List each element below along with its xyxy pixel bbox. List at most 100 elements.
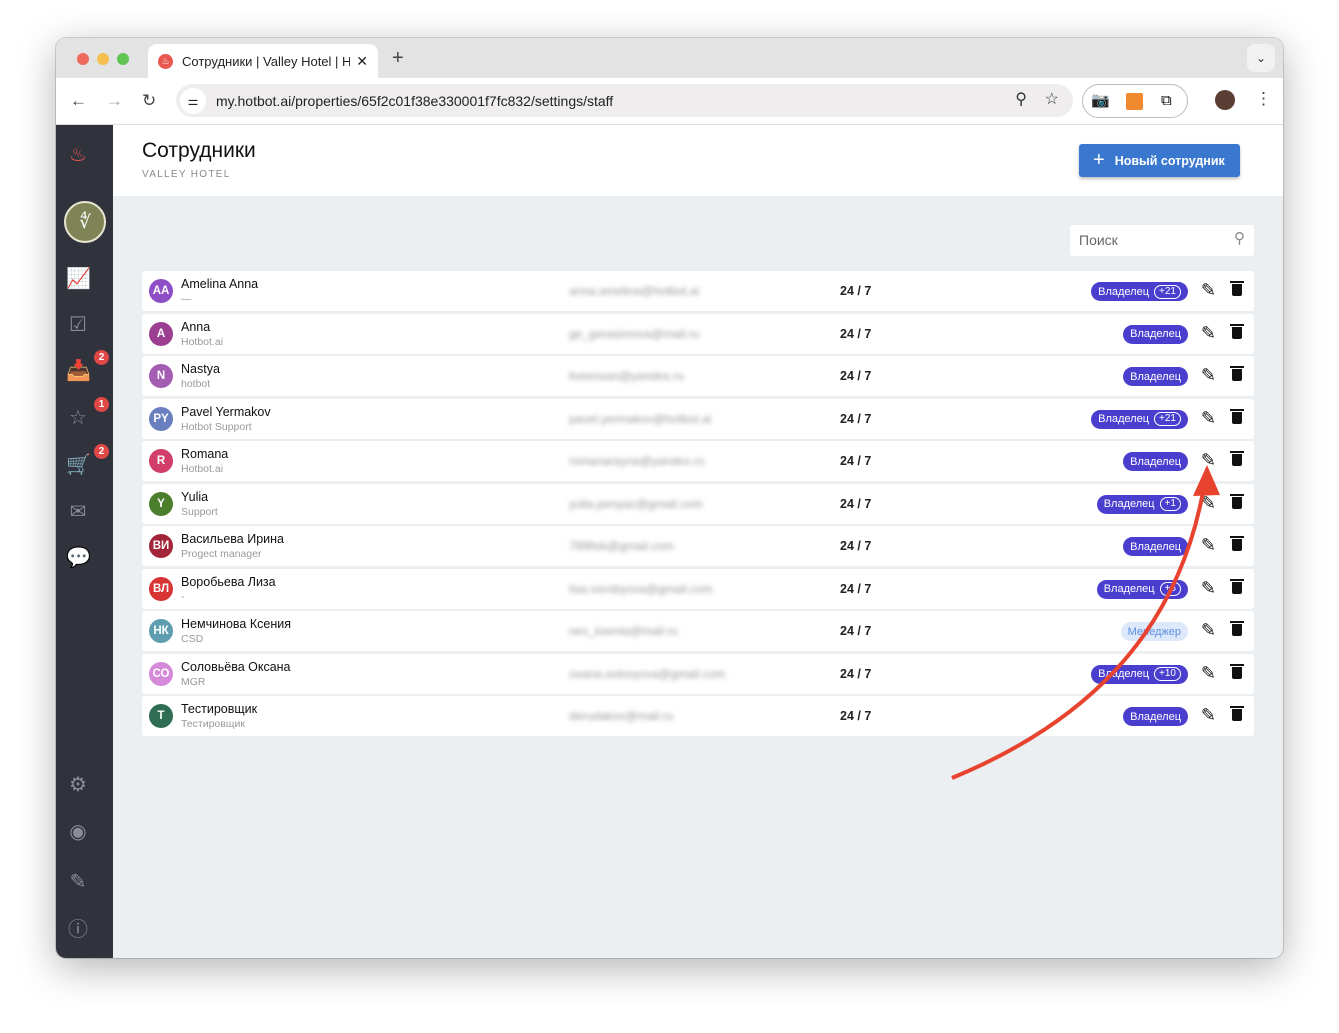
camera-extension-icon[interactable]: 📷 xyxy=(1091,92,1110,109)
staff-row[interactable]: Y Yulia Support yulia.penyaz@gmail.com 2… xyxy=(142,483,1254,524)
address-bar[interactable]: ⚌ my.hotbot.ai/properties/65f2c01f38e330… xyxy=(176,84,1073,117)
user-profile-icon[interactable]: ◉ xyxy=(69,821,87,843)
edit-pencil-icon[interactable]: ✎ xyxy=(1200,577,1216,598)
property-avatar[interactable]: ∜ xyxy=(64,201,106,243)
role-badge: Владелец +10 xyxy=(1091,664,1188,684)
role-label: Менеджер xyxy=(1127,625,1181,638)
staff-schedule: 24 / 7 xyxy=(840,666,872,681)
staff-row[interactable]: AA Amelina Anna — anna.amelina@hotbot.ai… xyxy=(142,271,1254,311)
reload-button[interactable]: ↻ xyxy=(142,91,157,110)
back-button[interactable]: ← xyxy=(70,91,87,110)
edit-pencil-icon[interactable]: ✎ xyxy=(1200,492,1216,513)
avatar: Т xyxy=(149,704,173,728)
avatar: PY xyxy=(149,406,173,431)
staff-row[interactable]: A Anna Hotbot.ai ge_gerasimova@mail.ru 2… xyxy=(142,313,1254,354)
staff-schedule: 24 / 7 xyxy=(840,326,872,341)
profile-avatar[interactable] xyxy=(1215,90,1235,110)
help-icon[interactable]: ⓘ xyxy=(68,919,88,941)
staff-email: lisa.vorobyova@gmail.com xyxy=(569,581,713,596)
edit-pencil-icon[interactable]: ✎ xyxy=(1200,407,1216,428)
staff-row[interactable]: PY Pavel Yermakov Hotbot Support pavel.y… xyxy=(142,398,1254,439)
url-text[interactable]: my.hotbot.ai/properties/65f2c01f38e33000… xyxy=(216,92,614,109)
staff-name: Тестировщик xyxy=(181,702,258,716)
page-title: Сотрудники xyxy=(142,139,256,162)
staff-row[interactable]: Т Тестировщик Тестировщик derudakov@mail… xyxy=(142,696,1254,736)
edit-pencil-icon[interactable]: ✎ xyxy=(1200,450,1216,470)
edit-pencil-icon[interactable]: ✎ xyxy=(1200,535,1216,555)
edit-pencil-icon[interactable]: ✎ xyxy=(1200,662,1216,683)
zoom-icon[interactable]: ⚲ xyxy=(1015,91,1027,108)
extra-properties-count: +21 xyxy=(1154,412,1181,426)
search-input[interactable]: Поиск ⚲ xyxy=(1070,225,1254,256)
new-staff-label: Новый сотрудник xyxy=(1114,153,1225,168)
inbox-download-icon[interactable]: 📥 xyxy=(66,360,90,382)
delete-trash-icon[interactable] xyxy=(1230,578,1244,594)
cart-icon[interactable]: 🛒 xyxy=(66,454,90,476)
staff-email: ge_gerasimova@mail.ru xyxy=(569,326,700,341)
close-tab-icon[interactable]: ✕ xyxy=(356,52,368,69)
delete-trash-icon[interactable] xyxy=(1230,535,1244,551)
bookmark-star-icon[interactable]: ☆ xyxy=(1044,91,1059,108)
staff-schedule: 24 / 7 xyxy=(840,411,872,426)
staff-row[interactable]: НК Немчинова Ксения CSD nes_ksenia@mail.… xyxy=(142,611,1254,651)
delete-trash-icon[interactable] xyxy=(1230,705,1244,721)
edit-pencil-icon[interactable]: ✎ xyxy=(1200,365,1216,385)
staff-schedule: 24 / 7 xyxy=(840,539,872,553)
staff-row[interactable]: СО Соловьёва Оксана MGR oxana.solovyova@… xyxy=(142,653,1254,694)
settings-gear-icon[interactable]: ⚙ xyxy=(69,774,87,796)
pencil-icon[interactable]: ✎ xyxy=(69,871,87,893)
delete-trash-icon[interactable] xyxy=(1230,493,1244,509)
avatar: ВИ xyxy=(149,534,173,558)
staff-name: Васильева Ирина xyxy=(181,532,284,546)
forward-button[interactable]: → xyxy=(106,91,123,110)
site-settings-icon[interactable]: ⚌ xyxy=(180,87,206,114)
staff-schedule: 24 / 7 xyxy=(840,369,872,383)
role-badge: Владелец +21 xyxy=(1091,282,1188,301)
staff-row[interactable]: R Romana Hotbot.ai romanarayna@yandex.ru… xyxy=(142,441,1254,481)
new-tab-button[interactable]: + xyxy=(392,47,404,69)
delete-trash-icon[interactable] xyxy=(1230,365,1244,381)
analytics-icon[interactable]: 📈 xyxy=(66,268,90,290)
staff-name: Nastya xyxy=(181,362,220,376)
staff-name: Anna xyxy=(181,319,211,334)
staff-description: Progect manager xyxy=(181,548,262,560)
hotbot-logo-icon[interactable]: ♨ xyxy=(69,144,87,166)
minimize-window-button[interactable] xyxy=(97,53,109,65)
delete-trash-icon[interactable] xyxy=(1230,450,1244,466)
chat-icon[interactable]: 💬 xyxy=(66,547,90,569)
maximize-window-button[interactable] xyxy=(117,53,129,65)
staff-email: yulia.penyaz@gmail.com xyxy=(569,496,703,511)
new-staff-button[interactable]: + Новый сотрудник xyxy=(1079,144,1240,177)
delete-trash-icon[interactable] xyxy=(1230,408,1244,424)
delete-trash-icon[interactable] xyxy=(1230,323,1244,339)
staff-row[interactable]: ВЛ Воробьева Лиза - lisa.vorobyova@gmail… xyxy=(142,568,1254,609)
staff-description: CSD xyxy=(181,633,204,645)
extensions-puzzle-icon[interactable]: ⧉ xyxy=(1161,92,1172,109)
delete-trash-icon[interactable] xyxy=(1230,663,1244,679)
tab-search-chevron-icon[interactable]: ⌄ xyxy=(1247,44,1275,72)
close-window-button[interactable] xyxy=(77,53,89,65)
delete-trash-icon[interactable] xyxy=(1230,620,1244,636)
staff-email: nes_ksenia@mail.ru xyxy=(569,624,678,638)
staff-row[interactable]: N Nastya hotbot liveesvan@yandex.ru 24 /… xyxy=(142,356,1254,396)
edit-pencil-icon[interactable]: ✎ xyxy=(1200,620,1216,640)
delete-trash-icon[interactable] xyxy=(1230,280,1244,296)
staff-name: Соловьёва Оксана xyxy=(181,659,291,674)
edit-pencil-icon[interactable]: ✎ xyxy=(1200,280,1216,300)
staff-email: anna.amelina@hotbot.ai xyxy=(569,284,700,298)
staff-row[interactable]: ВИ Васильева Ирина Progect manager 789lt… xyxy=(142,526,1254,566)
avatar: ВЛ xyxy=(149,576,173,601)
edit-pencil-icon[interactable]: ✎ xyxy=(1200,322,1216,343)
page-header: Сотрудники VALLEY HOTEL + Новый сотрудник xyxy=(113,125,1283,196)
hotbot-favicon-icon: ♨ xyxy=(158,53,173,69)
browser-tab[interactable]: ♨ Сотрудники | Valley Hotel | Hotbot ✕ xyxy=(148,44,378,78)
inbox-badge: 2 xyxy=(94,350,109,365)
search-icon[interactable]: ⚲ xyxy=(1234,230,1245,247)
tasks-check-icon[interactable]: ☑ xyxy=(69,314,87,336)
edit-pencil-icon[interactable]: ✎ xyxy=(1200,705,1216,725)
browser-menu-icon[interactable]: ⋮ xyxy=(1255,89,1272,108)
mail-upload-icon[interactable]: ✉ xyxy=(69,501,87,523)
reviews-star-icon[interactable]: ☆ xyxy=(69,407,87,429)
orange-extension-icon[interactable] xyxy=(1126,93,1143,110)
staff-email: derudakov@mail.ru xyxy=(569,709,674,723)
